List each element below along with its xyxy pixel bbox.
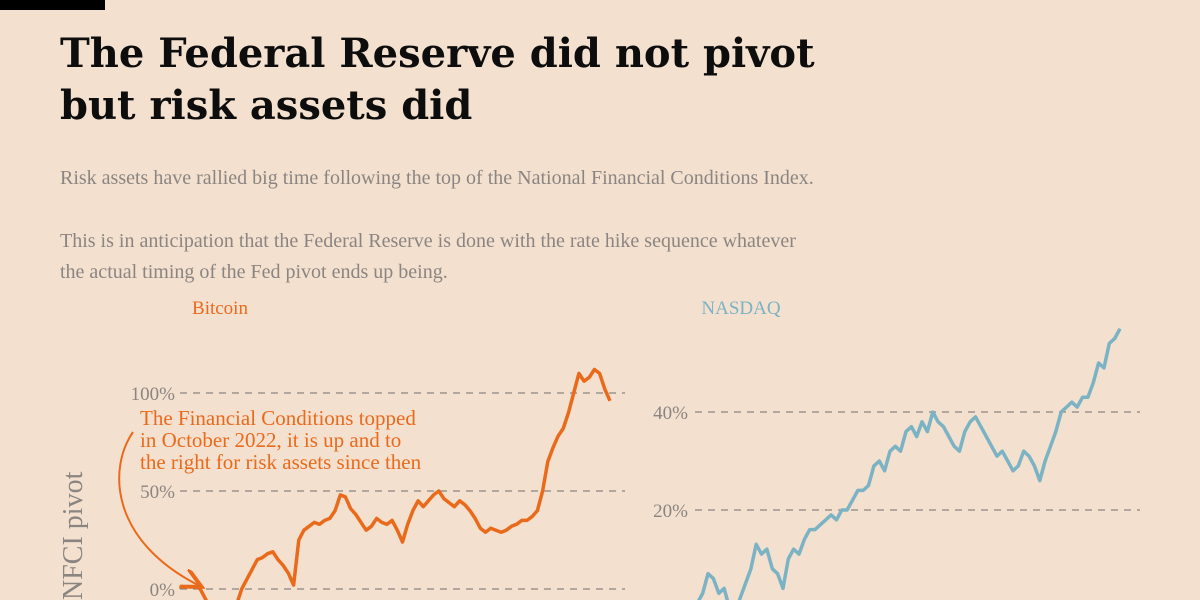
subtitle-2: This is in anticipation that the Federal… bbox=[60, 226, 1060, 288]
nasdaq-tick-labels: 0%20%40% bbox=[653, 403, 688, 600]
bitcoin-gridlines bbox=[180, 392, 625, 590]
title-line-2: but risk assets did bbox=[60, 82, 473, 129]
y-tick-label: 20% bbox=[653, 501, 688, 522]
annotation-line-1: The Financial Conditions topped bbox=[140, 406, 416, 430]
nasdaq-series-line bbox=[697, 327, 1122, 600]
bitcoin-chart: Bitcoin 0% 50% 100% NFCI pivot The Financi… bbox=[58, 298, 625, 600]
bitcoin-tick-labels: 0% 50% 100% bbox=[131, 384, 176, 600]
bitcoin-series-line bbox=[193, 367, 612, 600]
annotation-line-3: the right for risk assets since then bbox=[140, 450, 422, 474]
subtitle-2-line-1: This is in anticipation that the Federal… bbox=[60, 230, 796, 252]
nasdaq-gridlines bbox=[695, 411, 1140, 511]
annotation-arrow bbox=[118, 431, 198, 585]
y-tick-label: 50% bbox=[140, 482, 175, 503]
nasdaq-series-label: NASDAQ bbox=[701, 298, 780, 319]
subtitle-2-line-2: the actual timing of the Fed pivot ends … bbox=[60, 261, 448, 283]
nasdaq-chart: NASDAQ 0%20%40% bbox=[653, 298, 1140, 600]
y-tick-label: 100% bbox=[131, 384, 176, 405]
bitcoin-annotation: The Financial Conditions topped in Octob… bbox=[118, 406, 422, 585]
y-tick-label: 40% bbox=[653, 403, 688, 424]
annotation-line-2: in October 2022, it is up and to bbox=[140, 428, 401, 452]
page-title: The Federal Reserve did not pivot but ri… bbox=[60, 28, 1060, 132]
top-accent-bar bbox=[0, 0, 105, 10]
subtitle-1: Risk assets have rallied big time follow… bbox=[60, 167, 814, 189]
title-line-1: The Federal Reserve did not pivot bbox=[60, 30, 815, 77]
bitcoin-y-axis-label: NFCI pivot bbox=[58, 471, 89, 600]
y-tick-label: 0% bbox=[150, 580, 176, 600]
bitcoin-series-label: Bitcoin bbox=[192, 298, 248, 319]
